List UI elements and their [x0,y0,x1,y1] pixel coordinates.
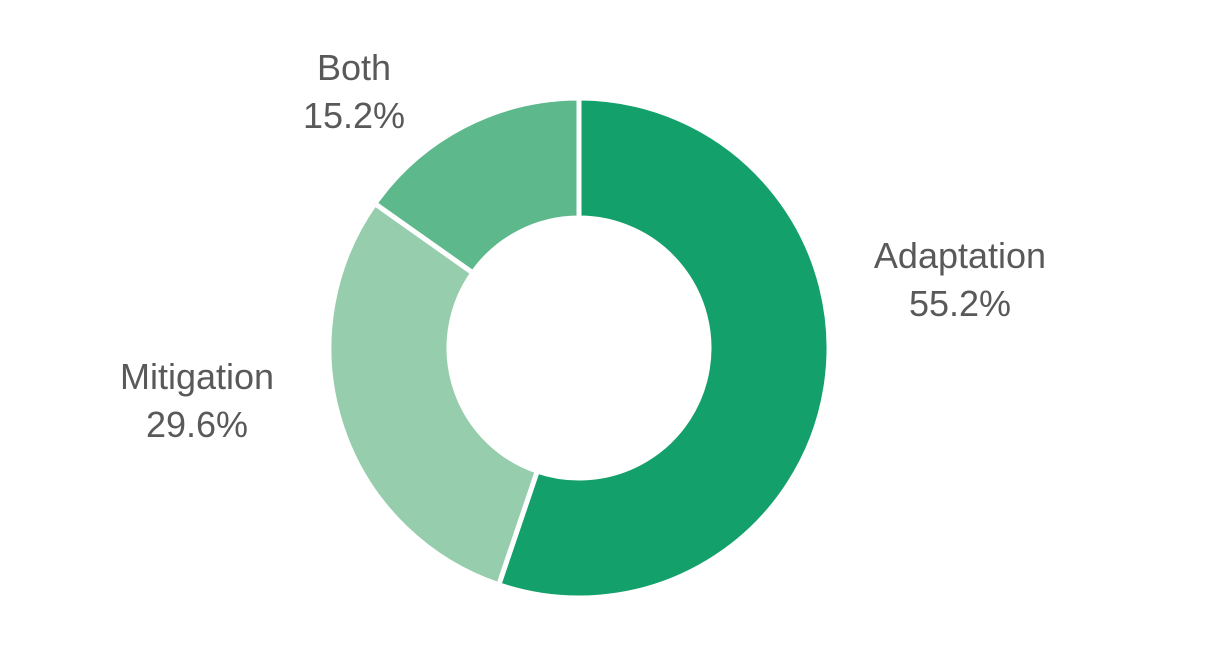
slice-label-adaptation-value: 55.2% [909,283,1011,324]
slice-both [371,95,582,277]
slice-label-both-value: 15.2% [303,95,405,136]
donut-slices [326,95,832,601]
slice-label-adaptation-name: Adaptation [874,235,1046,276]
slice-label-mitigation-value: 29.6% [146,404,248,445]
slice-label-mitigation-name: Mitigation [120,356,274,397]
slice-mitigation [326,200,541,588]
slice-label-both-name: Both [317,47,391,88]
slice-adaptation [495,95,832,601]
